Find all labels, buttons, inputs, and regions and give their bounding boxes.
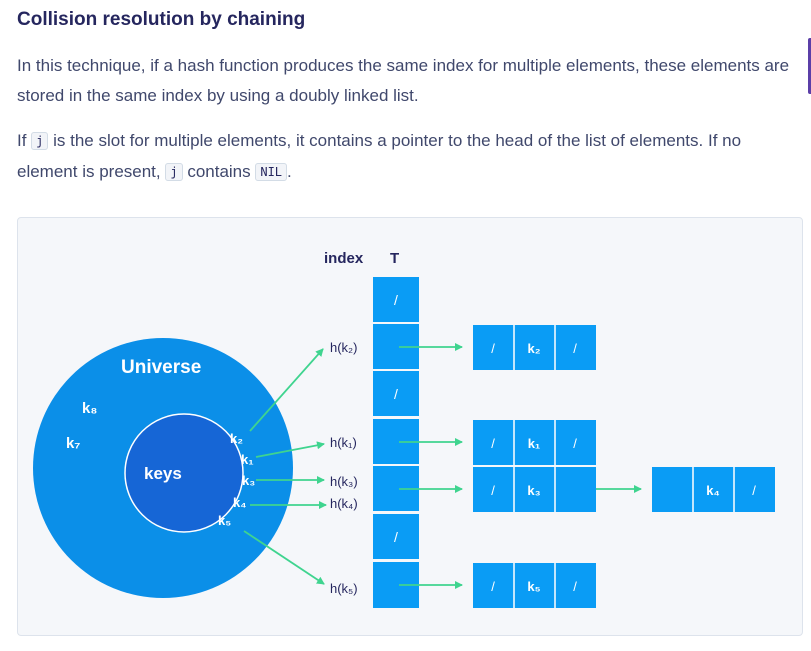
slot-value: /: [394, 386, 398, 402]
section-heading: Collision resolution by chaining: [17, 9, 306, 30]
hash-label-k4: h(k₄): [330, 496, 358, 511]
keys-circle: [124, 413, 244, 533]
inner-key-k3: k₃: [242, 473, 255, 488]
inner-key-k2: k₂: [230, 431, 243, 446]
hash-arrow-k2: [249, 348, 324, 432]
chaining-diagram: Universe keys k₈ k₇ k₂ k₁ k₃ k₄ k₅ index…: [17, 217, 803, 636]
hash-label-k3: h(k₃): [330, 474, 358, 489]
index-header: index: [324, 250, 364, 267]
hash-label-k2: h(k₂): [330, 340, 357, 355]
text-segment: is the slot for multiple elements, it co…: [17, 131, 742, 181]
node-key: k₃: [527, 483, 540, 498]
hash-table: / / /: [373, 277, 419, 608]
text-segment: If: [17, 131, 32, 150]
node-key: k₁: [528, 436, 541, 451]
universe-label: Universe: [121, 357, 201, 378]
text-segment: .: [287, 162, 292, 181]
node-k4: k₄ /: [652, 467, 775, 512]
node-prev: /: [491, 436, 495, 451]
outer-key-k8: k₈: [82, 400, 97, 417]
inline-code-j: j: [31, 132, 49, 150]
table-slot: [373, 514, 419, 559]
node-key: k₄: [706, 483, 719, 498]
inner-key-k4: k₄: [233, 495, 246, 510]
table-slot: [373, 277, 419, 322]
node-k3: / k₃: [473, 467, 596, 512]
node-key: k₅: [527, 579, 540, 594]
hash-label-k5: h(k₅): [330, 581, 358, 596]
node-next: /: [752, 483, 756, 498]
intro-paragraph: In this technique, if a hash function pr…: [17, 56, 790, 105]
inner-key-k1: k₁: [241, 452, 254, 467]
table-slot: [373, 371, 419, 416]
slot-value: /: [394, 529, 398, 545]
text-segment: contains: [182, 162, 256, 181]
hash-label-k1: h(k₁): [330, 435, 357, 450]
hash-arrow-k1: [255, 441, 325, 458]
node-k1: / k₁ /: [473, 420, 596, 465]
hash-arrow-k5: [243, 530, 325, 585]
node-prev: /: [491, 341, 495, 356]
node-k5: / k₅ /: [473, 563, 596, 608]
slot-value: /: [394, 292, 398, 308]
slot-paragraph: If j is the slot for multiple elements, …: [17, 126, 802, 188]
inline-code-nil: NIL: [255, 163, 288, 181]
node-key: k₂: [527, 341, 540, 356]
chain-arrows: [399, 343, 642, 589]
node-next: /: [573, 436, 577, 451]
outer-key-k7: k₇: [66, 435, 80, 452]
node-next: /: [573, 579, 577, 594]
diagram-canvas: Universe keys k₈ k₇ k₂ k₁ k₃ k₄ k₅ index…: [33, 250, 775, 608]
node-prev: /: [491, 483, 495, 498]
hash-arrows: [243, 348, 327, 585]
node-k2: / k₂ /: [473, 325, 596, 370]
table-header: T: [390, 250, 399, 267]
inline-code-j: j: [165, 163, 183, 181]
keys-label: keys: [144, 464, 182, 483]
inner-key-k5: k₅: [218, 513, 231, 528]
node-next: /: [573, 341, 577, 356]
scroll-edge-marker: [808, 38, 811, 94]
node-prev: /: [491, 579, 495, 594]
